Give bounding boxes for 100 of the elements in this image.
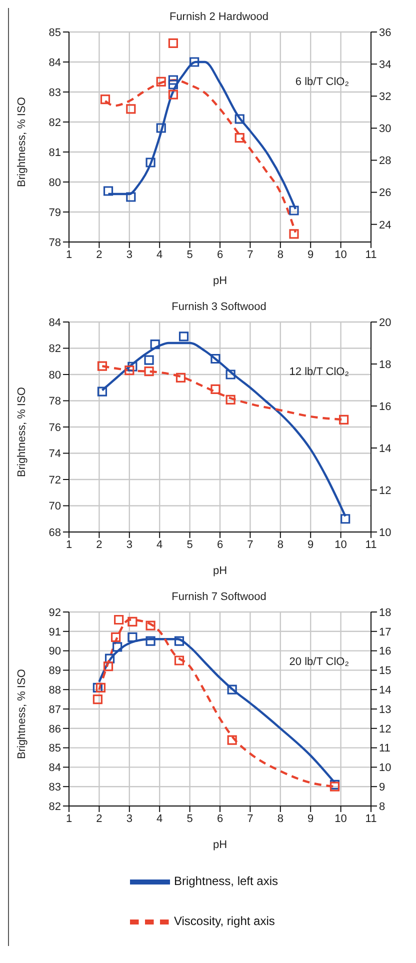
point xyxy=(146,620,156,630)
y-tick-label: 84 xyxy=(48,762,61,774)
y2-tick-label: 14 xyxy=(379,684,392,697)
point xyxy=(128,632,138,642)
y-tick-label: 86 xyxy=(48,723,61,736)
x-tick-label: 8 xyxy=(277,812,284,825)
x-tick-label: 10 xyxy=(334,538,347,551)
y2-tick-label: 14 xyxy=(379,442,392,455)
x-tick-label: 7 xyxy=(247,248,254,261)
x-tick-label: 4 xyxy=(156,812,163,825)
x-tick-label: 5 xyxy=(186,248,193,261)
y2-tick-label: 18 xyxy=(379,606,392,619)
x-axis-title: pH xyxy=(212,839,228,851)
x-tick-label: 4 xyxy=(156,538,163,551)
point xyxy=(289,229,299,239)
x-tick-label: 3 xyxy=(126,248,132,261)
x-tick-label: 5 xyxy=(186,538,193,551)
point xyxy=(210,384,220,394)
point xyxy=(168,90,178,100)
y2-tick-label: 34 xyxy=(379,58,392,71)
y-tick-label: 88 xyxy=(48,684,61,697)
y-tick-label: 92 xyxy=(48,606,61,619)
y-axis-title: Brightness, % ISO xyxy=(16,386,28,477)
point xyxy=(146,158,156,168)
y-axis-title: Brightness, % ISO xyxy=(16,668,28,759)
y2-tick-label: 16 xyxy=(379,400,392,413)
point xyxy=(103,662,114,672)
chart-title: Furnish 3 Softwood xyxy=(170,300,268,315)
y-tick-label: 84 xyxy=(48,316,61,329)
x-tick-label: 2 xyxy=(96,538,102,551)
point xyxy=(210,354,220,364)
x-tick-label: 2 xyxy=(96,812,102,825)
y2-tick-label: 18 xyxy=(379,358,392,371)
y2-tick-label: 20 xyxy=(379,316,392,329)
x-tick-label: 2 xyxy=(96,248,102,261)
y2-tick-label: 17 xyxy=(379,626,392,638)
y2-tick-label: 12 xyxy=(379,723,392,736)
y-tick-label: 87 xyxy=(48,704,61,716)
x-tick-label: 11 xyxy=(365,248,377,261)
point xyxy=(104,654,115,664)
y-tick-label: 74 xyxy=(48,448,61,460)
y-tick-label: 79 xyxy=(48,206,61,219)
y2-tick-label: 11 xyxy=(379,742,390,755)
point xyxy=(227,735,237,745)
legend-label: Brightness, left axis xyxy=(174,874,278,888)
y-tick-label: 84 xyxy=(48,56,61,69)
y-tick-label: 82 xyxy=(48,343,61,356)
y2-tick-label: 32 xyxy=(379,91,392,104)
y2-tick-label: 15 xyxy=(379,665,392,678)
x-axis-title: pH xyxy=(212,275,228,287)
y2-tick-label: 10 xyxy=(379,526,392,539)
y-axis-title: Brightness, % ISO xyxy=(16,96,28,187)
y-tick-label: 78 xyxy=(48,396,61,408)
x-tick-label: 3 xyxy=(126,812,132,825)
point xyxy=(190,57,200,67)
y-tick-label: 85 xyxy=(48,26,61,39)
x-tick-label: 9 xyxy=(308,812,314,825)
point xyxy=(97,361,108,371)
point xyxy=(178,332,189,342)
chart-title: Furnish 7 Softwood xyxy=(170,590,268,605)
point xyxy=(340,514,350,524)
point xyxy=(114,614,124,625)
y-tick-label: 82 xyxy=(48,116,61,129)
point xyxy=(226,394,236,404)
point xyxy=(97,386,108,396)
y-tick-label: 80 xyxy=(48,176,61,189)
annotation: 20 lb/T ClO₂ xyxy=(289,656,349,668)
y2-tick-label: 36 xyxy=(379,26,392,39)
point xyxy=(150,340,160,350)
x-tick-label: 3 xyxy=(126,538,132,551)
y2-tick-label: 16 xyxy=(379,646,392,658)
x-tick-label: 7 xyxy=(247,812,254,825)
x-tick-label: 6 xyxy=(216,538,224,551)
y2-tick-label: 10 xyxy=(379,762,392,774)
x-tick-label: 8 xyxy=(277,248,284,261)
point xyxy=(144,355,154,365)
x-tick-label: 11 xyxy=(365,812,377,825)
x-tick-label: 11 xyxy=(365,538,377,551)
y-tick-label: 81 xyxy=(48,146,61,159)
x-tick-label: 8 xyxy=(277,538,284,551)
y-tick-label: 83 xyxy=(48,782,61,794)
y-tick-label: 68 xyxy=(48,526,61,539)
point xyxy=(289,206,299,216)
point xyxy=(111,632,121,642)
y-tick-label: 83 xyxy=(48,86,61,99)
x-tick-label: 6 xyxy=(216,248,224,261)
point xyxy=(156,123,166,133)
x-axis-title: pH xyxy=(212,565,228,577)
x-tick-label: 9 xyxy=(308,538,314,551)
point xyxy=(100,94,110,104)
x-tick-label: 6 xyxy=(216,812,224,825)
point xyxy=(234,114,244,124)
y-tick-label: 72 xyxy=(48,474,61,486)
y2-tick-label: 12 xyxy=(379,484,392,497)
point xyxy=(128,362,138,372)
y2-tick-label: 24 xyxy=(379,219,392,232)
x-tick-label: 10 xyxy=(334,812,347,825)
y2-tick-label: 30 xyxy=(379,123,392,136)
point xyxy=(126,192,136,202)
point xyxy=(146,636,156,646)
